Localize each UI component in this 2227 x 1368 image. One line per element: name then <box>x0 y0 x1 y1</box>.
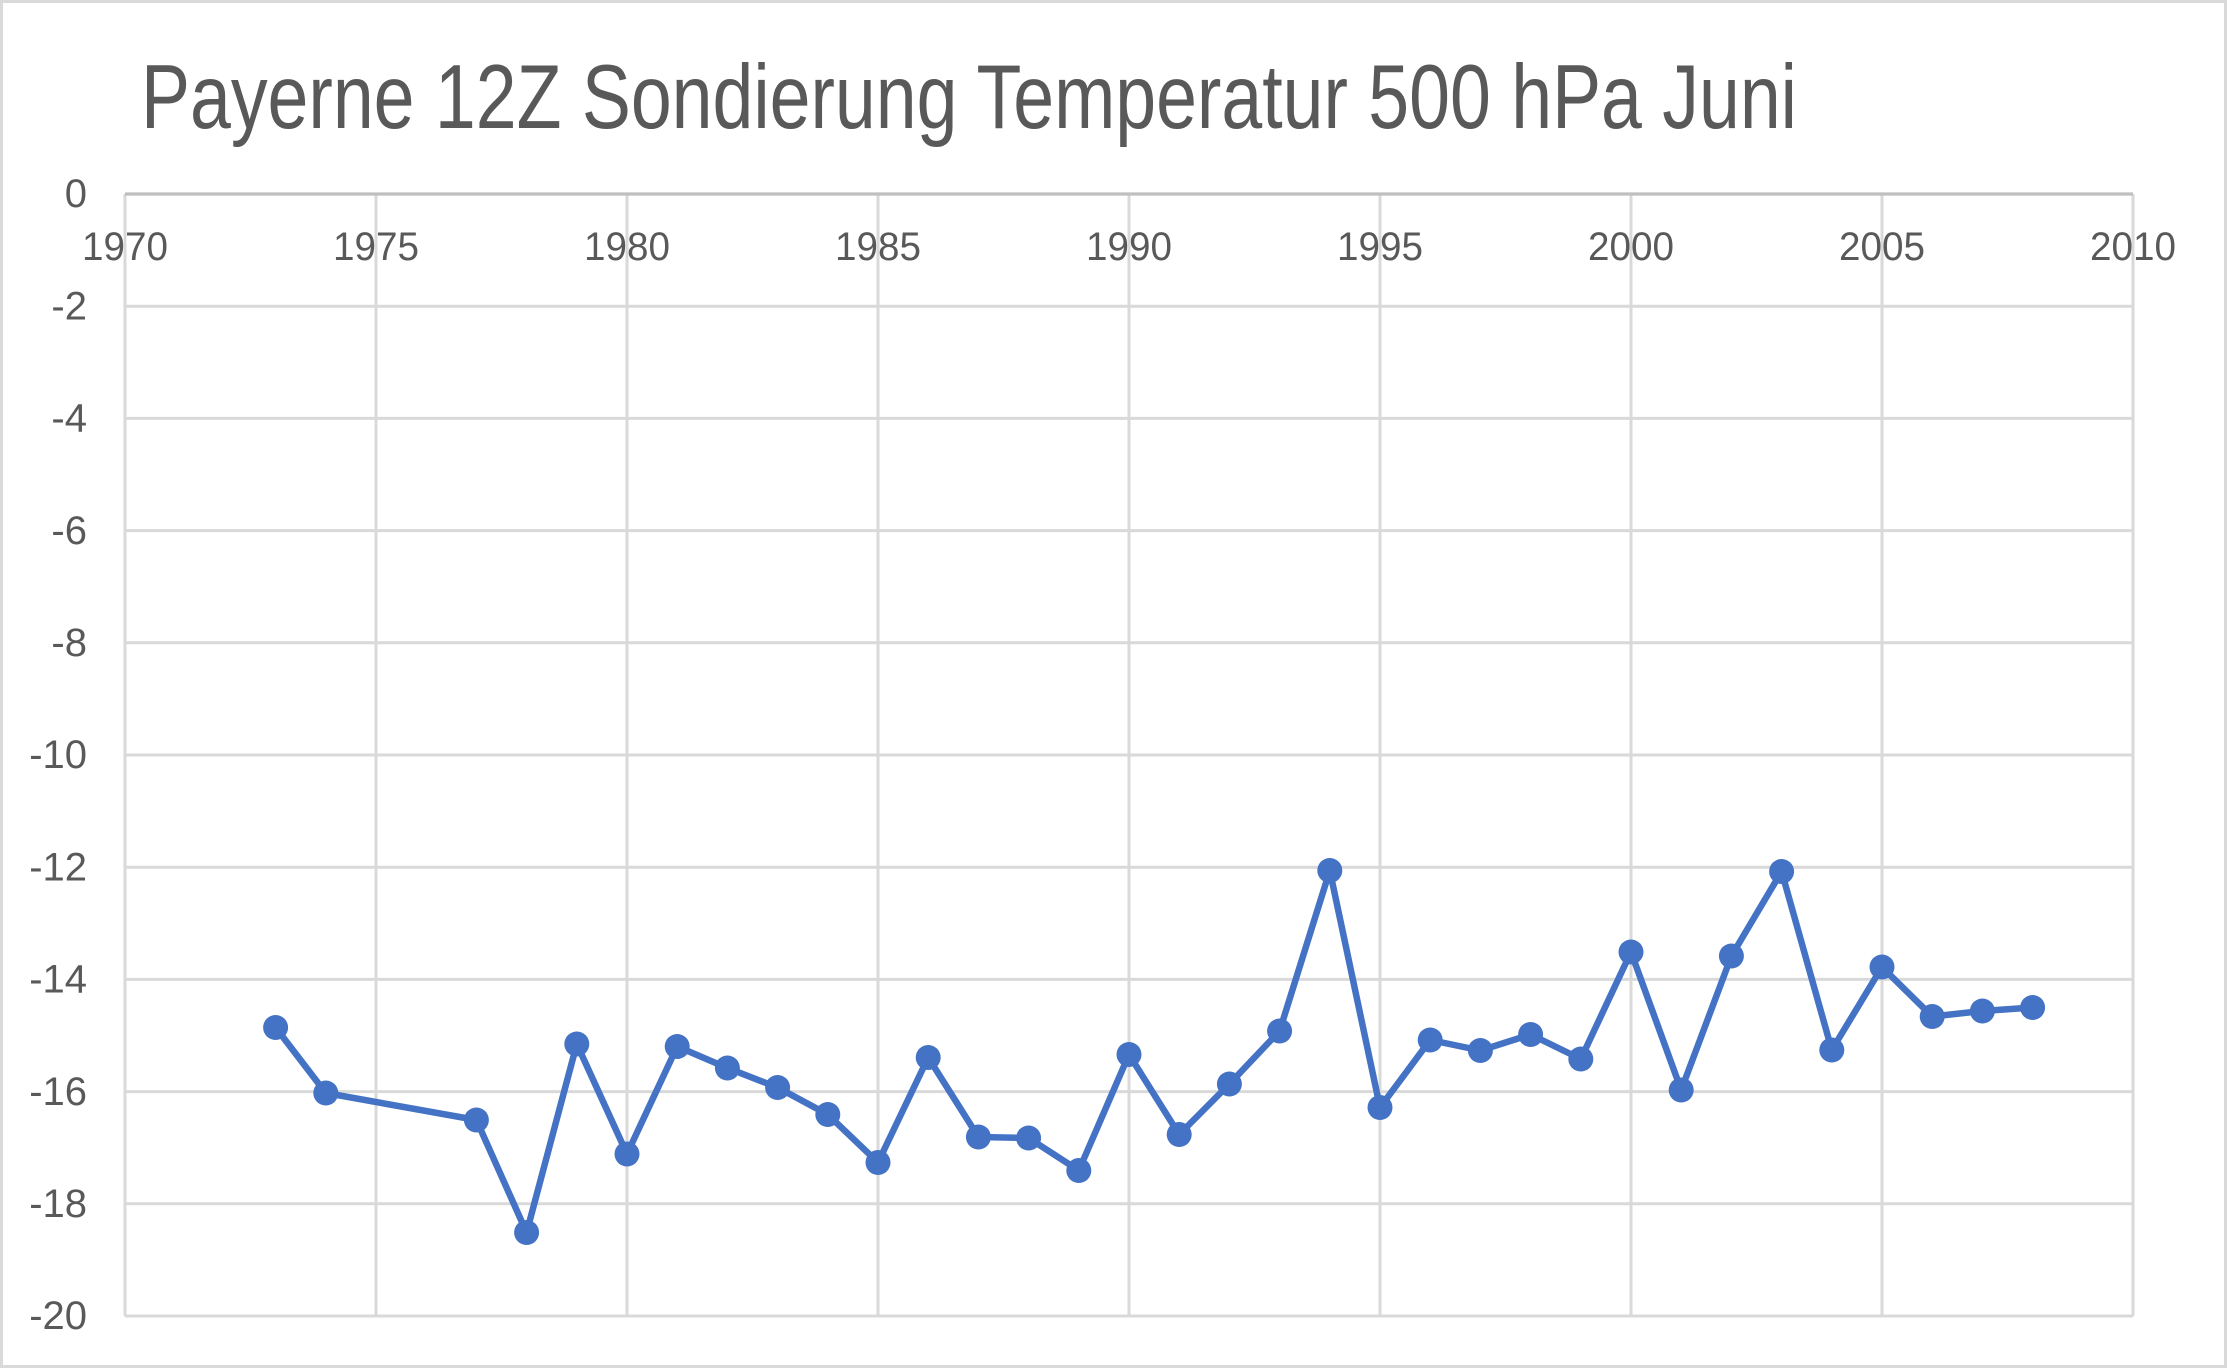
svg-text:2005: 2005 <box>1839 225 1925 269</box>
svg-text:Payerne 12Z Sondierung Tempera: Payerne 12Z Sondierung Temperatur 500 hP… <box>141 47 1797 148</box>
svg-text:1990: 1990 <box>1086 225 1172 269</box>
svg-text:-12: -12 <box>29 845 87 889</box>
svg-text:1980: 1980 <box>584 225 670 269</box>
svg-text:-2: -2 <box>51 284 87 328</box>
svg-text:-14: -14 <box>29 958 87 1002</box>
svg-text:2000: 2000 <box>1588 225 1674 269</box>
svg-text:-10: -10 <box>29 733 87 777</box>
svg-text:1995: 1995 <box>1337 225 1423 269</box>
svg-text:-4: -4 <box>51 397 87 441</box>
svg-text:1975: 1975 <box>333 225 419 269</box>
svg-text:-20: -20 <box>29 1294 87 1338</box>
svg-text:1970: 1970 <box>82 225 168 269</box>
svg-text:-6: -6 <box>51 509 87 553</box>
svg-text:-18: -18 <box>29 1182 87 1226</box>
svg-text:-16: -16 <box>29 1070 87 1114</box>
svg-text:-8: -8 <box>51 621 87 665</box>
svg-text:1985: 1985 <box>835 225 921 269</box>
svg-text:0: 0 <box>65 172 87 216</box>
svg-text:2010: 2010 <box>2090 225 2176 269</box>
